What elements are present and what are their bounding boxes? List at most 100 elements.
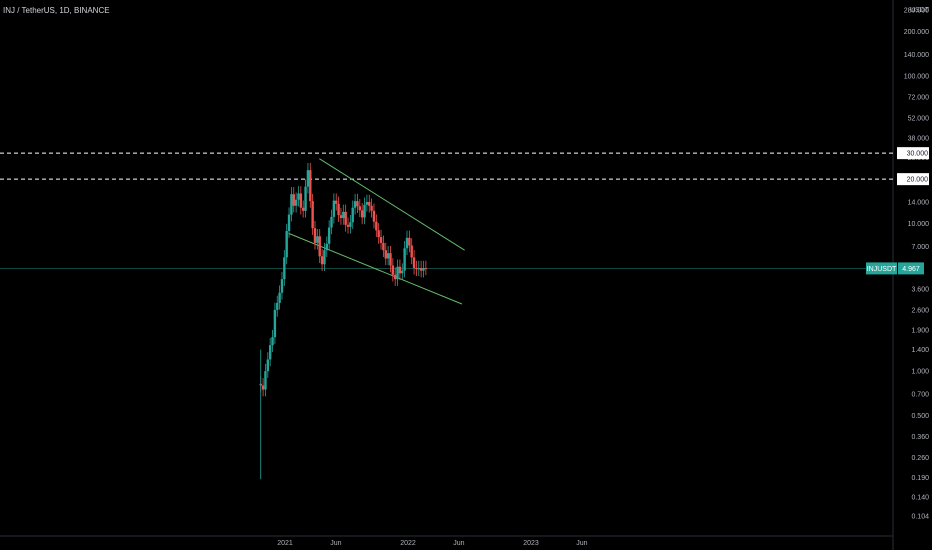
candle-body (297, 193, 300, 200)
candle-body (301, 207, 305, 211)
candle-body (283, 257, 286, 280)
candle-body (410, 245, 413, 258)
candle-body (287, 214, 291, 232)
y-tick-label: 10.000 (908, 221, 930, 228)
candle-body (422, 267, 425, 271)
candle-body (264, 371, 267, 390)
y-tick-label: 14.000 (908, 199, 930, 206)
candle-body (335, 200, 338, 204)
y-tick-label: 0.140 (911, 495, 929, 502)
candle-body (266, 359, 270, 372)
candle-body (386, 253, 390, 259)
candle-body (358, 206, 362, 211)
chart-title: INJ / TetherUS, 1D, BINANCE (3, 6, 110, 15)
x-tick-label: 2022 (400, 540, 416, 547)
candle-body (417, 267, 420, 270)
channel-upper-line (319, 158, 465, 251)
candle-body (415, 267, 418, 270)
y-tick-label: 100.000 (904, 73, 929, 80)
y-tick-label: 0.500 (911, 413, 929, 420)
candle-body (408, 237, 411, 246)
y-tick-label: 280.000 (904, 8, 929, 15)
candle-body (382, 242, 385, 251)
candle-body (261, 385, 265, 390)
level-price-label: 30.000 (907, 151, 929, 158)
candle-body (401, 270, 404, 274)
x-tick-label: 2023 (523, 540, 539, 547)
candle-body (363, 204, 366, 218)
y-tick-label: 1.000 (911, 369, 929, 376)
candle-body (337, 203, 340, 216)
candle-body (346, 224, 350, 227)
candle-body (344, 211, 347, 225)
candle-body (311, 201, 314, 229)
candle-body (384, 250, 387, 259)
candle-body (370, 205, 373, 211)
y-tick-label: 0.360 (911, 434, 929, 441)
candle-body (356, 201, 359, 207)
candle-body (372, 210, 376, 222)
x-tick-label: 2021 (277, 540, 293, 547)
y-tick-label: 52.000 (908, 115, 930, 122)
symbol-tag (866, 262, 897, 275)
candle-body (351, 207, 354, 223)
y-tick-label: 0.700 (911, 391, 929, 398)
candle-body (332, 200, 336, 217)
candle-body (405, 237, 409, 249)
y-tick-label: 140.000 (904, 52, 929, 59)
currency-label: USDT (910, 7, 930, 14)
candle-body (320, 256, 324, 265)
y-tick-label: 0.260 (911, 455, 929, 462)
y-tick-label: 200.000 (904, 29, 929, 36)
candle-body (389, 253, 392, 266)
candle-body (309, 170, 312, 202)
y-tick-label: 1.400 (911, 347, 929, 354)
candle-body (396, 266, 399, 280)
candle-body (360, 210, 364, 218)
candles-group (259, 162, 428, 480)
y-tick-label: 7.000 (911, 244, 929, 251)
level-price-tag (897, 147, 929, 160)
candle-body (323, 250, 326, 265)
last-price-label: 4.967 (902, 266, 920, 273)
candle-body (393, 274, 397, 280)
candle-body (398, 266, 402, 274)
x-tick-label: Jun (453, 540, 464, 547)
candle-body (285, 231, 288, 258)
candle-body (419, 267, 423, 271)
y-tick-label: 0.190 (911, 475, 929, 482)
candle-body (299, 193, 303, 208)
candle-body (424, 267, 428, 269)
x-tick-label: Jun (330, 540, 341, 547)
candle-body (375, 221, 378, 231)
last-price-tag (898, 262, 924, 275)
candle-body (316, 236, 319, 243)
y-tick-label: 2.600 (911, 307, 929, 314)
symbol-tag-label: INJUSDT (867, 266, 897, 273)
candle-body (306, 170, 310, 187)
candle-body (273, 309, 277, 338)
candle-body (342, 211, 345, 219)
candle-body (278, 292, 281, 303)
candle-body (353, 201, 357, 208)
candle-body (280, 279, 284, 293)
candle-body (318, 236, 321, 257)
x-tick-label: Jun (576, 540, 587, 547)
candle-body (349, 222, 352, 227)
level-price-tag (897, 173, 929, 186)
y-tick-label: 0.104 (911, 514, 929, 521)
candle-body (292, 194, 295, 206)
candle-body (268, 345, 272, 360)
candle-body (377, 230, 380, 238)
candle-body (290, 194, 293, 215)
candle-body (327, 227, 331, 244)
candle-body (325, 243, 328, 251)
candle-body (368, 201, 371, 206)
candle-body (379, 237, 383, 243)
level-price-label: 20.000 (907, 177, 929, 184)
candle-body (365, 201, 369, 205)
candle-body (304, 186, 307, 211)
candle-body (294, 199, 298, 206)
candle-body (391, 265, 395, 275)
